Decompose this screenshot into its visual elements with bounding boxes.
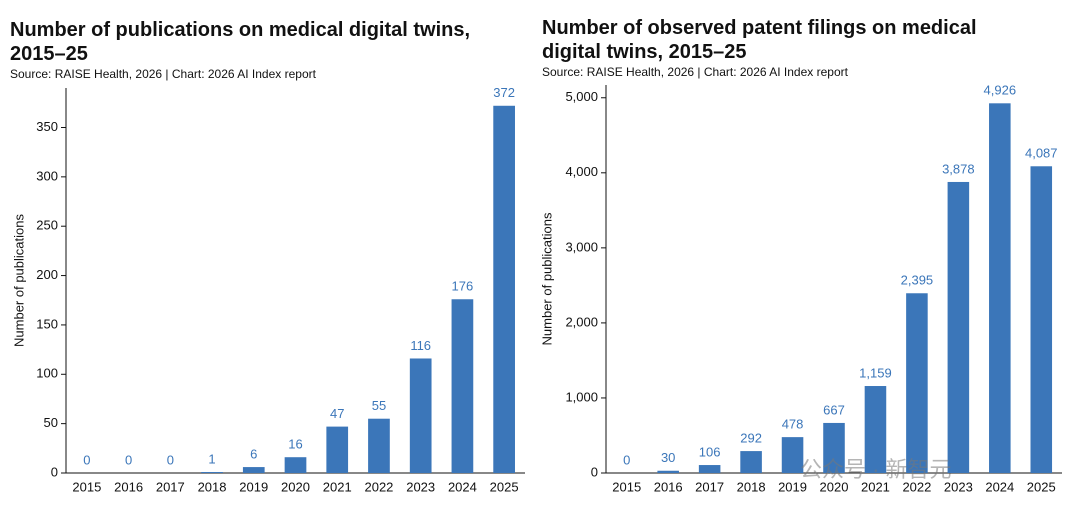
x-tick-label: 2018	[198, 479, 227, 494]
value-label: 372	[493, 85, 515, 100]
value-label: 30	[661, 450, 675, 465]
x-tick-label: 2023	[406, 479, 435, 494]
chart-title: Number of publications on medical digita…	[10, 19, 471, 65]
value-label: 0	[167, 452, 174, 467]
bar	[989, 103, 1011, 473]
x-tick-label: 2017	[156, 479, 185, 494]
y-tick-label: 150	[36, 316, 58, 331]
y-tick-label: 200	[36, 267, 58, 282]
y-axis-label: Number of publications	[11, 214, 26, 347]
x-tick-label: 2022	[902, 479, 931, 494]
watermark: 公众号 · 新智元	[800, 457, 952, 482]
chart-subtitle: Source: RAISE Health, 2026 | Chart: 2026…	[10, 67, 316, 81]
value-label: 47	[330, 406, 344, 421]
bar	[368, 418, 390, 473]
x-tick-label: 2016	[114, 479, 143, 494]
x-tick-label: 2023	[944, 479, 973, 494]
x-tick-label: 2019	[239, 479, 268, 494]
x-tick-label: 2020	[281, 479, 310, 494]
bar	[781, 437, 804, 473]
bar	[242, 467, 265, 473]
value-label: 0	[125, 452, 132, 467]
x-tick-label: 2025	[1027, 479, 1056, 494]
y-tick-label: 50	[44, 415, 58, 430]
x-tick-label: 2015	[612, 479, 641, 494]
x-tick-label: 2019	[778, 479, 807, 494]
value-label: 106	[699, 444, 721, 459]
y-tick-label: 2,000	[565, 314, 598, 329]
value-label: 55	[372, 398, 386, 413]
y-tick-label: 3,000	[565, 239, 598, 254]
bar	[823, 422, 845, 473]
x-tick-label: 2024	[985, 479, 1014, 494]
value-label: 1	[208, 451, 215, 466]
value-label: 116	[410, 338, 431, 353]
value-label: 0	[83, 452, 90, 467]
x-tick-label: 2015	[72, 479, 101, 494]
bar	[493, 105, 515, 474]
value-label: 176	[452, 279, 474, 294]
x-tick-label: 2024	[448, 479, 477, 494]
x-tick-label: 2025	[490, 479, 519, 494]
value-label: 6	[250, 447, 257, 462]
y-tick-label: 5,000	[565, 89, 598, 104]
y-tick-label: 0	[51, 464, 58, 479]
bar	[409, 358, 432, 473]
value-label: 4,926	[984, 83, 1017, 98]
y-axis-label: Number of publications	[539, 212, 554, 345]
value-label: 1,159	[859, 365, 892, 380]
bar	[657, 470, 679, 473]
bar	[284, 457, 307, 473]
chart-title: Number of observed patent filings on med…	[542, 17, 977, 63]
value-label: 4,087	[1025, 146, 1058, 161]
value-label: 3,878	[942, 161, 975, 176]
y-tick-label: 4,000	[565, 164, 598, 179]
value-label: 667	[823, 402, 845, 417]
y-tick-label: 250	[36, 218, 58, 233]
y-tick-label: 0	[591, 464, 598, 479]
x-tick-label: 2021	[323, 479, 352, 494]
value-label: 2,395	[901, 273, 934, 288]
bar	[326, 426, 349, 473]
bar	[864, 386, 887, 473]
bar	[947, 181, 970, 474]
bar	[451, 299, 474, 473]
x-tick-label: 2016	[654, 479, 683, 494]
bar	[201, 472, 223, 473]
value-label: 0	[623, 452, 630, 467]
value-label: 292	[740, 431, 762, 446]
value-label: 16	[288, 437, 302, 452]
x-tick-label: 2018	[737, 479, 766, 494]
y-tick-label: 100	[36, 366, 58, 381]
x-tick-label: 2017	[695, 479, 724, 494]
y-tick-label: 350	[36, 119, 58, 134]
y-tick-label: 1,000	[565, 389, 598, 404]
bar	[698, 465, 721, 473]
x-tick-label: 2020	[820, 479, 849, 494]
bar	[906, 293, 928, 473]
y-tick-label: 300	[36, 168, 58, 183]
x-tick-label: 2021	[861, 479, 890, 494]
chart-subtitle: Source: RAISE Health, 2026 | Chart: 2026…	[542, 65, 848, 79]
value-label: 478	[782, 417, 804, 432]
bar	[740, 451, 762, 473]
bar	[1030, 166, 1053, 473]
x-tick-label: 2022	[364, 479, 393, 494]
